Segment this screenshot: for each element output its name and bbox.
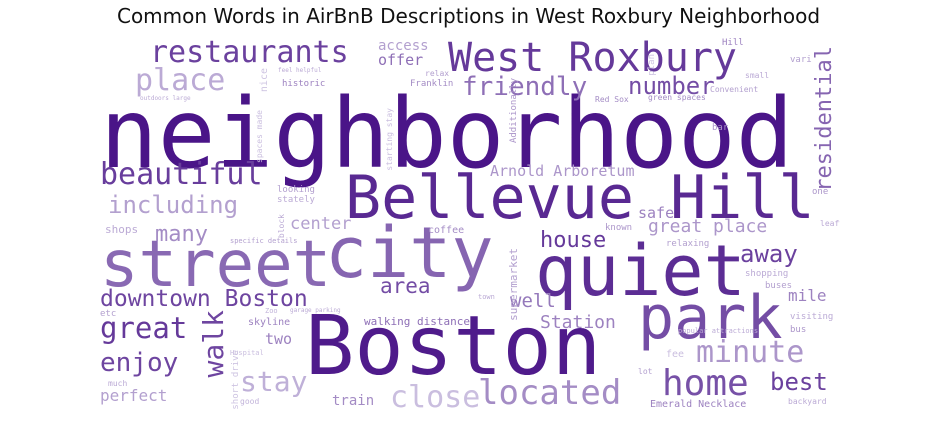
- cloud-word: coffee: [428, 225, 465, 236]
- cloud-word: access: [378, 38, 429, 54]
- cloud-word: plan: [647, 54, 657, 76]
- cloud-word: Bellevue Hill: [345, 163, 815, 233]
- cloud-word: train: [332, 393, 375, 409]
- cloud-word: enjoy: [100, 348, 179, 378]
- cloud-word: many: [155, 222, 208, 247]
- cloud-word: great place: [648, 216, 768, 237]
- cloud-word: looking: [277, 185, 315, 195]
- cloud-word: vari: [790, 55, 812, 65]
- cloud-word: area: [380, 274, 431, 298]
- cloud-word: perfect: [100, 386, 168, 405]
- cloud-word: well: [510, 290, 556, 312]
- cloud-word: away: [740, 240, 798, 268]
- cloud-word: Zoo: [265, 307, 278, 315]
- cloud-word: house: [540, 228, 607, 253]
- cloud-word: close: [390, 380, 481, 415]
- cloud-word: park: [638, 283, 783, 353]
- cloud-word: beautiful: [100, 157, 263, 192]
- cloud-word: Station: [540, 312, 616, 333]
- cloud-word: stately: [277, 195, 315, 205]
- cloud-word: number: [628, 72, 715, 100]
- cloud-word: neighborhood: [100, 78, 794, 190]
- cloud-word: walking distance: [364, 315, 470, 328]
- cloud-word: great: [100, 311, 188, 345]
- cloud-word: bus: [790, 325, 807, 335]
- cloud-word: downtown Boston: [100, 286, 308, 312]
- cloud-word: lot: [638, 367, 653, 376]
- cloud-word: relax: [425, 69, 450, 78]
- cloud-word: home: [662, 363, 749, 404]
- cloud-word: supermarket: [507, 248, 520, 321]
- cloud-word: fee: [666, 349, 685, 360]
- cloud-word: leafy: [820, 219, 840, 228]
- cloud-word: mile: [788, 286, 827, 305]
- cloud-word: shops: [105, 223, 139, 236]
- cloud-word: etc: [100, 309, 117, 319]
- cloud-word: starting stay: [385, 108, 394, 171]
- cloud-word: one: [812, 187, 829, 197]
- cloud-word: city: [325, 212, 494, 294]
- cloud-word: visiting: [790, 312, 834, 322]
- cloud-word: stay: [240, 365, 308, 398]
- cloud-word: Hill: [722, 38, 744, 48]
- figure-title: Common Words in AirBnB Descriptions in W…: [116, 4, 821, 28]
- cloud-word: feel helpful: [278, 67, 322, 74]
- cloud-word: shopping: [745, 269, 789, 279]
- cloud-word: residential: [812, 46, 837, 192]
- cloud-word: center: [290, 214, 352, 234]
- word-cloud: neighborhood Boston Bellevue Hill quiet …: [100, 38, 840, 416]
- cloud-word: street: [100, 228, 332, 302]
- cloud-word: relaxing: [666, 239, 710, 249]
- cloud-word: best: [770, 368, 828, 396]
- cloud-word: nice: [259, 68, 270, 93]
- cloud-word: town: [478, 293, 495, 301]
- cloud-word: quiet: [535, 230, 746, 312]
- cloud-word: block: [277, 214, 286, 239]
- cloud-word: Emerald Necklace: [650, 399, 747, 410]
- cloud-word: spaces made: [255, 110, 264, 163]
- cloud-word: bar: [712, 123, 729, 133]
- cloud-word: restaurants: [150, 38, 349, 70]
- cloud-word: minute: [696, 335, 805, 370]
- cloud-word: buses: [765, 281, 793, 291]
- cloud-word: skyline: [248, 317, 291, 328]
- cloud-word: popular attractions: [678, 327, 759, 335]
- cloud-word: historic: [282, 79, 326, 89]
- cloud-word: green spaces: [648, 93, 706, 102]
- cloud-word: including: [108, 191, 239, 219]
- cloud-word: two: [265, 330, 293, 348]
- cloud-word: Arnold Arboretum: [490, 162, 635, 180]
- cloud-word: small: [745, 71, 770, 80]
- cloud-word: safe: [638, 204, 675, 222]
- cloud-word: walk: [197, 310, 230, 378]
- cloud-word: garage parking: [290, 307, 341, 314]
- cloud-word: Convenient: [710, 85, 759, 94]
- cloud-word: Franklin: [410, 79, 454, 89]
- cloud-word: Red Sox: [595, 95, 629, 104]
- cloud-word: much: [108, 379, 128, 388]
- cloud-word: backyard: [788, 397, 827, 406]
- cloud-word: place: [135, 63, 226, 98]
- cloud-word: Additionally: [509, 78, 519, 144]
- cloud-word: West Roxbury: [448, 38, 737, 81]
- cloud-word: offer: [378, 51, 424, 69]
- cloud-word: specific details: [230, 237, 298, 245]
- cloud-word: outdoors large: [140, 95, 191, 102]
- cloud-word: Boston: [305, 299, 602, 394]
- cloud-word: Hospital: [230, 349, 264, 357]
- cloud-word: good: [240, 397, 260, 406]
- cloud-word: known: [605, 223, 633, 233]
- cloud-word: friendly: [462, 72, 588, 102]
- cloud-word: located: [478, 373, 622, 413]
- cloud-word: short drive: [231, 350, 241, 410]
